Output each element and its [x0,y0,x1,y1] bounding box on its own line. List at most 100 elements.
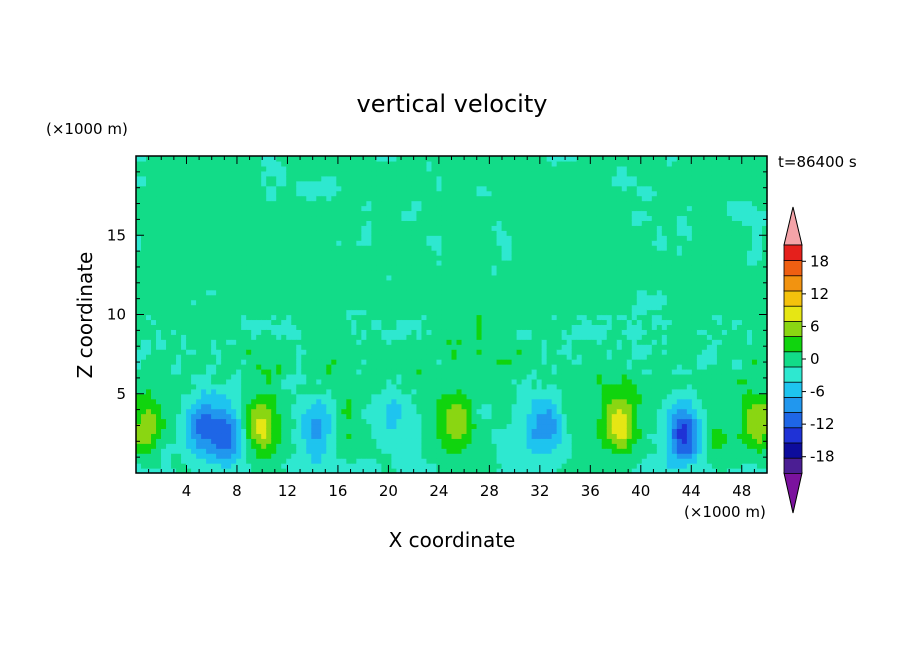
contour-cell [146,304,152,311]
contour-cell [141,245,147,251]
contour-cell [196,165,202,172]
contour-cell [336,364,342,370]
contour-cell [421,170,428,177]
contour-cell [171,458,177,464]
contour-cell [326,255,332,261]
contour-cell [401,443,408,449]
contour-cell [491,468,498,474]
contour-cell [426,378,433,385]
contour-cell [501,289,508,296]
contour-cell [276,255,282,261]
contour-cell [156,279,162,286]
contour-cell [516,165,523,172]
contour-cell [301,448,307,454]
contour-cell [506,240,513,246]
contour-cell [486,220,493,226]
contour-cell [246,245,252,251]
contour-cell [306,319,312,325]
contour-cell [446,408,453,415]
contour-cell [156,225,162,231]
contour-cell [411,289,418,296]
contour-cell [351,215,357,221]
contour-cell [406,269,413,276]
contour-cell [311,309,317,316]
contour-cell [251,165,257,172]
contour-cell [336,160,342,167]
contour-cell [431,289,438,296]
contour-cell [511,205,518,212]
contour-cell [236,200,242,207]
contour-cell [406,195,413,202]
contour-cell [161,220,167,226]
contour-cell [476,294,483,301]
contour-cell [421,269,428,276]
contour-cell [146,324,152,330]
contour-cell [311,160,317,167]
contour-cell [356,215,362,221]
contour-cell [221,240,227,246]
contour-cell [166,383,172,390]
contour-cell [256,448,262,454]
contour-cell [416,225,423,231]
contour-cell [196,383,202,390]
contour-cell [321,264,327,271]
contour-cell [316,334,322,340]
contour-cell [146,220,152,226]
contour-cell [446,428,453,434]
contour-cell [291,156,297,162]
contour-cell [311,408,317,415]
contour-cell [211,448,217,454]
contour-cell [346,418,352,425]
contour-cell [451,408,458,415]
contour-cell [381,443,387,449]
contour-cell [486,344,493,350]
contour-cell [466,443,473,449]
contour-cell [181,170,187,177]
contour-cell [211,220,217,226]
contour-cell [246,279,252,286]
contour-cell [196,354,202,360]
contour-cell [446,334,453,340]
contour-cell [256,388,262,395]
contour-cell [146,294,152,301]
contour-cell [276,368,282,375]
contour-cell [231,279,237,286]
contour-cell [361,160,367,167]
contour-cell [456,274,463,281]
contour-cell [176,443,182,449]
contour-cell [491,378,498,385]
contour-cell [446,304,453,311]
contour-cell [231,215,237,221]
contour-cell [451,215,458,221]
contour-cell [351,190,357,197]
contour-cell [336,220,342,226]
contour-cell [456,260,463,266]
contour-cell [346,255,352,261]
contour-cell [361,210,367,217]
contour-cell [261,269,267,276]
contour-cell [511,433,518,439]
contour-cell [331,378,337,385]
contour-cell [436,458,443,464]
contour-cell [501,418,508,425]
contour-cell [346,408,352,415]
contour-cell [416,433,423,439]
contour-cell [166,354,172,360]
contour-cell [351,378,357,385]
contour-cell [171,250,177,256]
contour-cell [206,398,212,405]
contour-cell [186,443,192,449]
contour-cell [161,215,167,221]
contour-cell [426,398,433,405]
contour-cell [386,245,393,251]
contour-cell [421,289,428,296]
contour-cell [451,428,458,434]
contour-cell [221,160,227,167]
contour-cell [281,190,287,197]
contour-cell [211,180,217,187]
contour-cell [281,185,287,192]
contour-cell [321,463,327,469]
contour-cell [416,185,423,192]
contour-cell [226,299,232,306]
contour-cell [211,185,217,192]
